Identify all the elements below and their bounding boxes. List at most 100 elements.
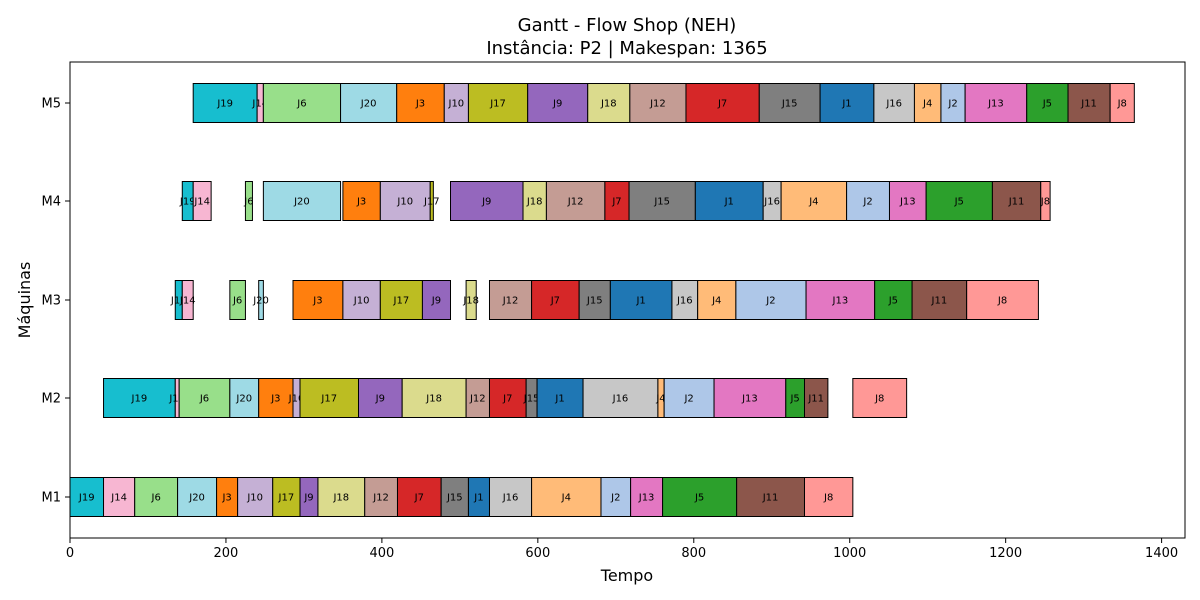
gantt-bar [600,477,632,517]
gantt-bar-label: J2 [862,197,872,208]
gantt-bar-label: J5 [954,197,964,208]
gantt-bar [852,378,908,418]
gantt-bar-label: J5 [1042,99,1052,110]
gantt-bar [662,477,738,517]
gantt-bar-label: J20 [360,99,377,110]
gantt-bar-label: J15 [586,296,603,307]
gantt-bar-label: J13 [987,99,1004,110]
gantt-bar-label: J19 [216,99,233,110]
gantt-bar-label: J16 [763,197,780,208]
gantt-bar-label: J16 [612,394,629,405]
gantt-bar-label: J14 [193,197,210,208]
gantt-bar-label: J15 [523,394,540,405]
gantt-bar-label: J1 [724,197,734,208]
gantt-bar-label: J5 [888,296,898,307]
gantt-bar-label: J15 [653,197,670,208]
gantt-bar [888,181,927,221]
gantt-bar-label: J2 [683,394,693,405]
gantt-bar [272,477,301,517]
gantt-bar-label: J11 [931,296,948,307]
gantt-bar [103,378,176,418]
gantt-bar-label: J12 [469,394,486,405]
gantt-bar-label: J17 [423,197,440,208]
gantt-bar-label: J19 [131,394,148,405]
y-axis: M1 M2 M3 M4 M5 [42,97,70,506]
gantt-bar-label: J20 [235,394,252,405]
bars-layer: J19 J14 J6 J20 J3 J10 J17 J9 J18 J12 J7 J15 J1 J16 J4 J… [69,83,1135,517]
gantt-bar-label: J17 [393,296,410,307]
gantt-bar-label: J4 [922,99,932,110]
gantt-bar-label: J15 [446,493,463,504]
gantt-bar [874,280,913,320]
gantt-bar [609,280,673,320]
gantt-bar [803,378,829,418]
gantt-bar-label: J20 [293,197,310,208]
gantt-bar-label: J11 [762,493,779,504]
gantt-bar-label: J12 [567,197,584,208]
gantt-bar-label: J12 [372,493,389,504]
gantt-bar-label: J7 [550,296,560,307]
gantt-bar-label: J14 [251,99,268,110]
gantt-bar-label: J1 [841,99,851,110]
x-tick-label: 800 [681,546,706,561]
gantt-bar-label: J15 [781,99,798,110]
gantt-bar [229,280,246,320]
gantt-bar-label: J10 [448,99,465,110]
gantt-bar [364,477,398,517]
gantt-bar-label: J20 [188,493,205,504]
gantt-bar-label: J4 [655,394,665,405]
gantt-bar [317,477,366,517]
gantt-bar [873,83,915,123]
gantt-bar-label: J10 [288,394,305,405]
gantt-bar [443,83,469,123]
gantt-bar-label: J4 [711,296,721,307]
gantt-bar-label: J17 [489,99,506,110]
gantt-bar [587,83,631,123]
gantt-bar-label: J13 [638,493,655,504]
gantt-bar [582,378,659,418]
gantt-bar-label: J11 [807,394,824,405]
gantt-bar-label: J19 [78,493,95,504]
gantt-bar-label: J9 [375,394,385,405]
gantt-bar-label: J9 [481,197,491,208]
gantt-bar [758,83,821,123]
gantt-bar-label: J18 [425,394,442,405]
x-tick-label: 600 [525,546,550,561]
gantt-bar-label: J3 [221,493,231,504]
gantt-bar-label: J7 [414,493,424,504]
gantt-bar-label: J8 [1040,197,1050,208]
gantt-bar [342,280,381,320]
gantt-bar-label: J9 [431,296,441,307]
gantt-bar-label: J14 [179,296,196,307]
gantt-bar-label: J11 [1080,99,1097,110]
gantt-bar-label: J8 [997,296,1007,307]
gantt-bar-label: J6 [199,394,209,405]
gantt-bar [401,378,467,418]
gantt-bar-label: J16 [502,493,519,504]
gantt-bar [629,83,687,123]
gantt-bar-label: J7 [502,394,512,405]
gantt-bar-label: J8 [874,394,884,405]
gantt-bar [440,477,469,517]
gantt-bar [671,280,699,320]
gantt-bar [181,280,194,320]
gantt-bar [1109,83,1135,123]
gantt-bar-label: J2 [947,99,957,110]
x-axis-label: Tempo [600,566,653,585]
gantt-bar-label: J16 [885,99,902,110]
x-tick-label: 200 [214,546,239,561]
gantt-bar [421,280,452,320]
gantt-bar-label: J1 [554,394,564,405]
gantt-bar [846,181,890,221]
gantt-bar-label: J13 [899,197,916,208]
gantt-bar-label: J7 [611,197,621,208]
gantt-bar [396,83,445,123]
gantt-bar-label: J20 [252,296,269,307]
gantt-bar-label: J14 [168,394,185,405]
chart-subtitle: Instância: P2 | Makespan: 1365 [486,38,767,59]
gantt-bar-label: J7 [717,99,727,110]
gantt-bar [396,477,442,517]
gantt-bar [925,181,993,221]
gantt-bar-label: J3 [270,394,280,405]
gantt-bar-label: J17 [278,493,295,504]
